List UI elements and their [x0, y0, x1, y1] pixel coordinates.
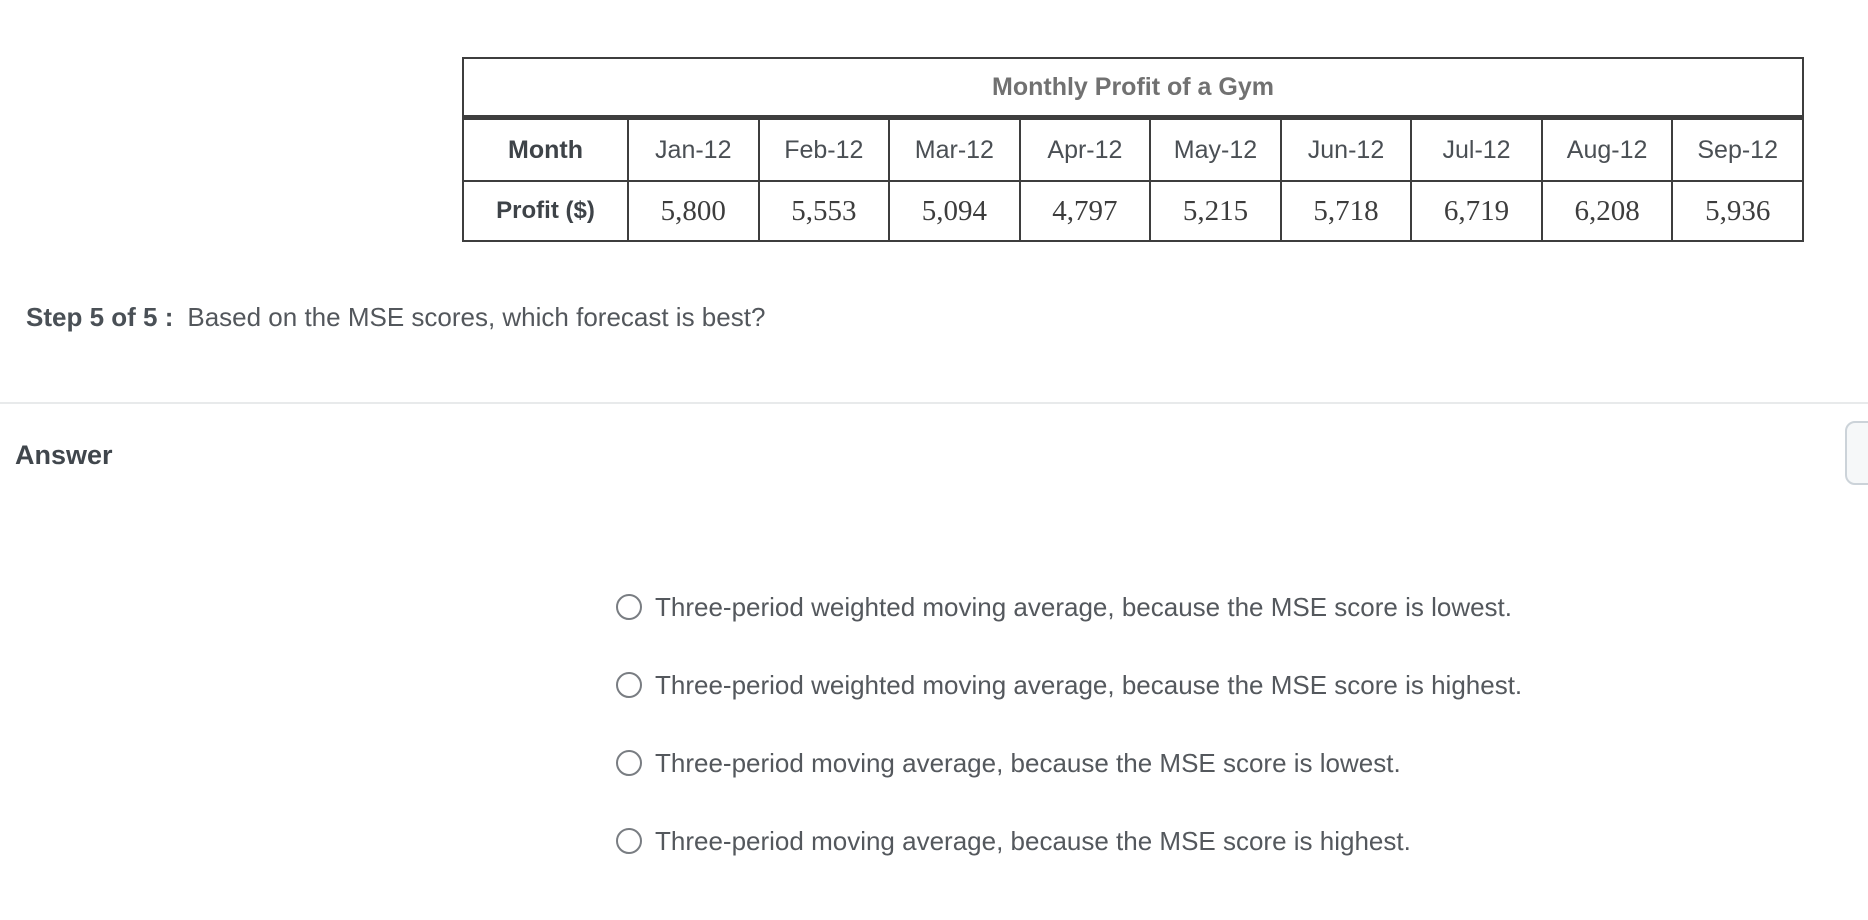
answer-options-list: Three-period weighted moving average, be… — [616, 591, 1523, 856]
month-header-cell: May-12 — [1149, 116, 1282, 182]
answer-option-label[interactable]: Three-period moving average, because the… — [655, 825, 1411, 856]
step-question: Based on the MSE scores, which forecast … — [187, 302, 766, 332]
profit-value-cell: 5,553 — [757, 180, 891, 242]
answer-option[interactable]: Three-period moving average, because the… — [616, 825, 1522, 856]
monthly-profit-table: Monthly Profit of a Gym Month Jan-12 Feb-… — [462, 57, 1804, 242]
answer-option[interactable]: Three-period weighted moving average, be… — [616, 669, 1523, 700]
step-prompt: Step 5 of 5 : Based on the MSE scores, wh… — [26, 302, 765, 333]
profit-row-label: Profit ($) — [462, 180, 629, 242]
month-header-cell: Mar-12 — [888, 116, 1021, 182]
profit-value-cell: 5,094 — [888, 180, 1021, 242]
month-header-cell: Apr-12 — [1018, 116, 1152, 182]
profit-value-cell: 6,719 — [1410, 180, 1543, 242]
section-divider — [0, 402, 1868, 404]
profit-value-cell: 5,718 — [1279, 180, 1413, 242]
table-header-row: Month Jan-12 Feb-12 Mar-12 Apr-12 May-12 Jun-… — [462, 116, 1804, 182]
radio-button-icon[interactable] — [616, 672, 642, 698]
radio-button-icon[interactable] — [616, 750, 642, 776]
month-header-cell: Jun-12 — [1279, 116, 1413, 182]
month-row-label: Month — [462, 116, 629, 182]
answer-option[interactable]: Three-period moving average, because the… — [616, 747, 1522, 778]
month-header-cell: Sep-12 — [1671, 116, 1804, 182]
radio-button-icon[interactable] — [616, 828, 642, 854]
month-header-cell: Aug-12 — [1540, 116, 1674, 182]
step-label: Step 5 of 5 : — [26, 302, 174, 332]
answer-option[interactable]: Three-period weighted moving average, be… — [616, 591, 1522, 622]
table-title: Monthly Profit of a Gym — [462, 57, 1804, 120]
profit-value-cell: 4,797 — [1018, 180, 1152, 242]
answer-option-label[interactable]: Three-period moving average, because the… — [655, 747, 1401, 778]
answer-option-label[interactable]: Three-period weighted moving average, be… — [655, 591, 1512, 622]
month-header-cell: Jul-12 — [1410, 116, 1543, 182]
table-data-row: Profit ($) 5,800 5,553 5,094 4,797 5,215 5,71… — [462, 180, 1804, 242]
profit-value-cell: 5,215 — [1149, 180, 1282, 242]
radio-button-icon[interactable] — [616, 594, 642, 620]
answer-heading: Answer — [15, 440, 113, 470]
answer-option-label[interactable]: Three-period weighted moving average, be… — [655, 669, 1523, 700]
month-header-cell: Feb-12 — [757, 116, 891, 182]
collapsed-side-panel-button[interactable] — [1845, 421, 1868, 485]
table-title-row: Monthly Profit of a Gym — [462, 57, 1804, 120]
month-header-cell: Jan-12 — [627, 116, 760, 182]
profit-value-cell: 5,800 — [627, 180, 760, 242]
profit-value-cell: 6,208 — [1540, 180, 1674, 242]
profit-value-cell: 5,936 — [1671, 180, 1804, 242]
